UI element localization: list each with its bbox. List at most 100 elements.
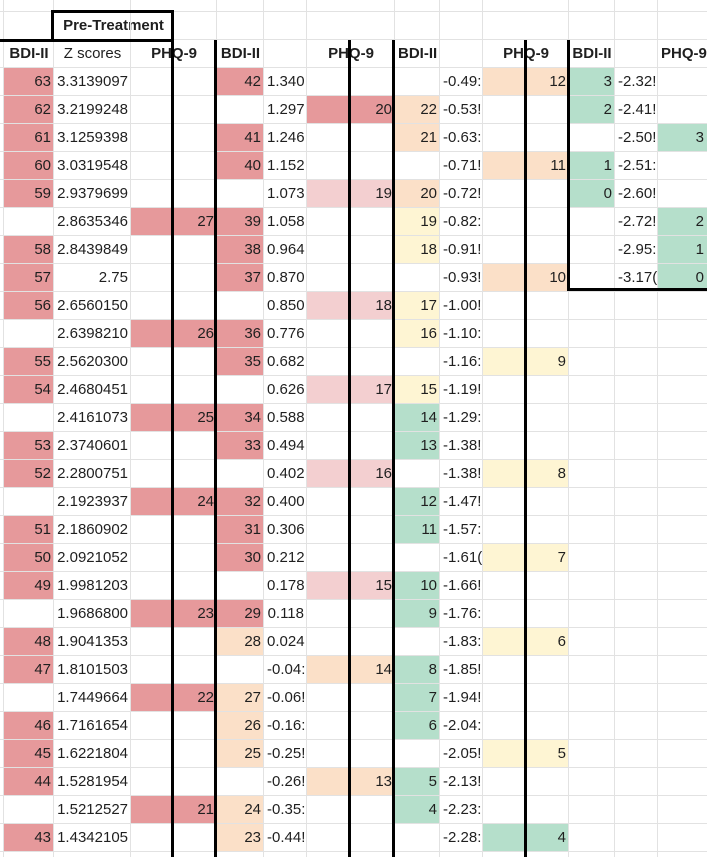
cell-bdi-pre[interactable]: 43 <box>4 824 54 852</box>
cell-phq-pre[interactable] <box>131 516 217 544</box>
cell-bdi-pre[interactable] <box>4 404 54 432</box>
cell-z-c[interactable]: -1.00! <box>443 297 482 314</box>
cell-z-c[interactable]: -1.66! <box>443 577 482 594</box>
cell-bdi-c[interactable]: 19 <box>395 208 440 236</box>
cell-phq-d[interactable] <box>658 292 707 320</box>
cell-z-c[interactable]: -2.28: <box>443 829 482 846</box>
cell-phq-b[interactable] <box>307 600 395 628</box>
cell-bdi-pre[interactable]: 45 <box>4 740 54 768</box>
cell-phq-d[interactable] <box>658 824 707 852</box>
cell-bdi-b[interactable] <box>217 768 264 796</box>
cell-phq-d[interactable]: 2 <box>658 208 707 236</box>
cell-bdi-b[interactable] <box>217 656 264 684</box>
cell-bdi-c[interactable] <box>395 68 440 96</box>
cell-bdi-b[interactable]: 38 <box>217 236 264 264</box>
cell-bdi-c[interactable]: 21 <box>395 124 440 152</box>
cell-zscore-pre[interactable]: 2.9379699 <box>57 185 128 202</box>
cell-z-d[interactable] <box>615 796 658 824</box>
cell-phq-b[interactable] <box>307 124 395 152</box>
cell-bdi-c[interactable]: 14 <box>395 404 440 432</box>
cell-z-b[interactable]: 0.118 <box>267 605 304 622</box>
cell-zscore-pre[interactable]: 1.5212527 <box>57 801 128 818</box>
cell-bdi-c[interactable]: 9 <box>395 600 440 628</box>
cell-z-b[interactable]: 0.402 <box>267 465 305 482</box>
cell-phq-c[interactable] <box>483 656 569 684</box>
cell-bdi-d[interactable]: 1 <box>569 152 615 180</box>
cell-phq-d[interactable] <box>658 432 707 460</box>
cell-bdi-d[interactable] <box>569 740 615 768</box>
cell-phq-b[interactable] <box>307 68 395 96</box>
header-phq-pre[interactable]: PHQ-9 <box>151 45 197 62</box>
cell-bdi-d[interactable] <box>569 516 615 544</box>
cell-bdi-pre[interactable]: 56 <box>4 292 54 320</box>
cell-phq-b[interactable] <box>307 208 395 236</box>
cell-zscore-pre[interactable]: 3.3139097 <box>57 73 128 90</box>
cell-bdi-pre[interactable] <box>4 488 54 516</box>
cell-phq-c[interactable]: 9 <box>483 348 569 376</box>
header-bdi-b[interactable]: BDI-II <box>220 45 261 62</box>
cell-z-c[interactable]: -1.83: <box>443 633 482 650</box>
cell-bdi-pre[interactable]: 44 <box>4 768 54 796</box>
cell-z-c[interactable]: -2.23: <box>443 801 482 818</box>
cell-bdi-d[interactable] <box>569 488 615 516</box>
cell-phq-pre[interactable] <box>131 656 217 684</box>
cell-z-c[interactable]: -1.85! <box>443 661 482 678</box>
header-bdi-d[interactable]: BDI-II <box>572 45 612 62</box>
cell-bdi-pre[interactable]: 53 <box>4 432 54 460</box>
cell-zscore-pre[interactable]: 2.4161073 <box>57 409 128 426</box>
cell-z-d[interactable] <box>615 488 658 516</box>
cell-phq-pre[interactable] <box>131 68 217 96</box>
cell-z-c[interactable]: -1.57: <box>443 521 482 538</box>
cell-z-d[interactable] <box>615 824 658 852</box>
cell-phq-c[interactable]: 4 <box>483 824 569 852</box>
cell-phq-c[interactable] <box>483 488 569 516</box>
cell-phq-d[interactable] <box>658 768 707 796</box>
cell-bdi-d[interactable]: 0 <box>569 180 615 208</box>
cell-z-c[interactable]: -0.91! <box>443 241 482 258</box>
cell-phq-pre[interactable] <box>131 432 217 460</box>
cell-phq-pre[interactable]: 26 <box>131 320 217 348</box>
cell-z-b[interactable]: 0.776 <box>267 325 305 342</box>
cell-bdi-b[interactable]: 31 <box>217 516 264 544</box>
cell-phq-d[interactable] <box>658 656 707 684</box>
cell-bdi-d[interactable] <box>569 768 615 796</box>
cell-bdi-b[interactable]: 32 <box>217 488 264 516</box>
cell-z-c[interactable]: -1.61( <box>443 549 483 566</box>
cell-bdi-c[interactable] <box>395 460 440 488</box>
cell-z-b[interactable]: 1.340 <box>267 73 305 90</box>
cell-bdi-b[interactable] <box>217 292 264 320</box>
cell-zscore-pre[interactable]: 1.5281954 <box>57 773 128 790</box>
cell-z-d[interactable] <box>615 656 658 684</box>
cell-phq-c[interactable] <box>483 684 569 712</box>
cell-z-d[interactable] <box>615 348 658 376</box>
cell-zscore-pre[interactable]: 3.0319548 <box>57 157 128 174</box>
cell-phq-b[interactable] <box>307 796 395 824</box>
cell-bdi-b[interactable]: 28 <box>217 628 264 656</box>
cell-phq-pre[interactable] <box>131 348 217 376</box>
cell-phq-d[interactable] <box>658 96 707 124</box>
cell-phq-c[interactable] <box>483 320 569 348</box>
pre-treatment-title[interactable]: Pre-Treatment <box>63 17 164 34</box>
cell-z-c[interactable]: -0.72! <box>443 185 482 202</box>
cell-phq-c[interactable] <box>483 376 569 404</box>
cell-bdi-pre[interactable]: 51 <box>4 516 54 544</box>
cell-z-b[interactable]: -0.25! <box>267 745 306 762</box>
cell-phq-pre[interactable] <box>131 628 217 656</box>
header-phq-c[interactable]: PHQ-9 <box>503 45 549 62</box>
header-zscore-pre[interactable]: Z scores <box>63 45 122 62</box>
cell-z-d[interactable]: -3.17( <box>618 269 658 286</box>
cell-zscore-pre[interactable]: 1.8101503 <box>57 661 128 678</box>
cell-phq-d[interactable] <box>658 488 707 516</box>
cell-bdi-c[interactable]: 17 <box>395 292 440 320</box>
cell-z-d[interactable] <box>615 712 658 740</box>
cell-phq-d[interactable] <box>658 320 707 348</box>
cell-bdi-c[interactable] <box>395 824 440 852</box>
cell-phq-c[interactable] <box>483 96 569 124</box>
cell-phq-pre[interactable]: 23 <box>131 600 217 628</box>
cell-bdi-pre[interactable]: 55 <box>4 348 54 376</box>
cell-bdi-c[interactable]: 20 <box>395 180 440 208</box>
cell-phq-d[interactable]: 1 <box>658 236 707 264</box>
cell-zscore-pre[interactable]: 2.5620300 <box>57 353 128 370</box>
cell-z-c[interactable]: -0.63: <box>443 129 482 146</box>
cell-phq-pre[interactable] <box>131 264 217 292</box>
